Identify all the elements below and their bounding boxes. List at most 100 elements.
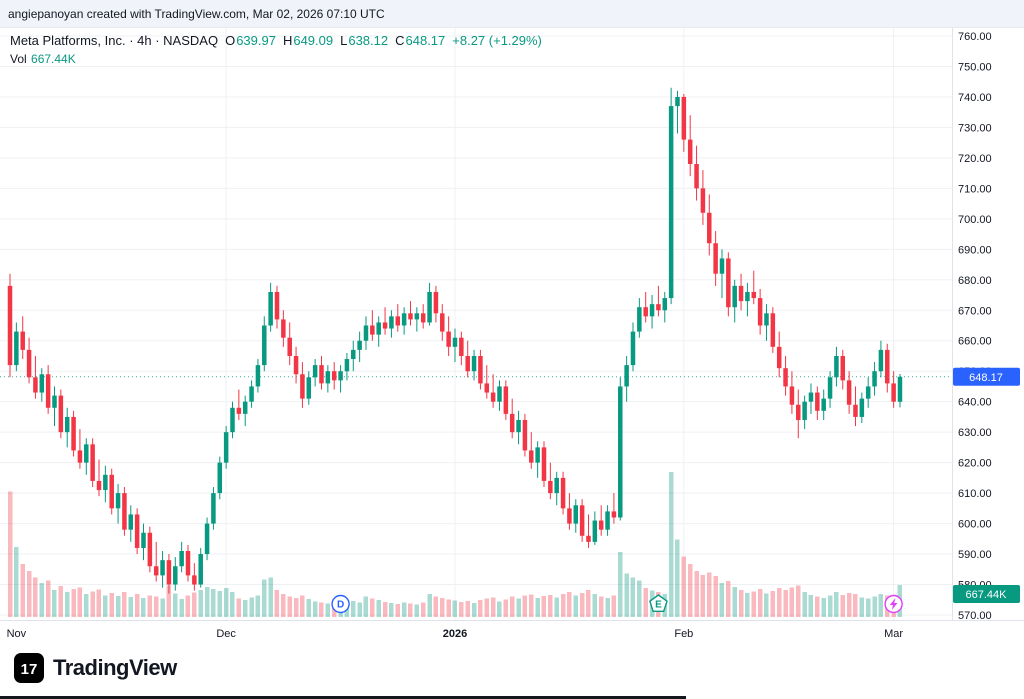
volume-bar bbox=[776, 588, 782, 617]
price-tick-label: 640.00 bbox=[958, 397, 992, 409]
candle bbox=[624, 355, 629, 402]
volume-bar bbox=[255, 595, 261, 617]
candle bbox=[865, 377, 871, 408]
volume-bar bbox=[560, 593, 566, 617]
volume-bar bbox=[185, 595, 191, 617]
candle bbox=[567, 493, 572, 530]
symbol-title[interactable]: Meta Platforms, Inc. · 4h · NASDAQ bbox=[10, 33, 219, 48]
candle bbox=[204, 517, 210, 561]
marker-flash-icon[interactable] bbox=[884, 594, 903, 614]
candle bbox=[560, 471, 566, 515]
candle bbox=[808, 383, 814, 414]
marker-dividend-icon[interactable]: D bbox=[331, 594, 350, 614]
price-tick-label: 730.00 bbox=[958, 122, 992, 134]
candle bbox=[719, 249, 725, 299]
volume-bar bbox=[20, 563, 25, 617]
marker-earnings-icon[interactable]: E bbox=[649, 594, 668, 612]
candle bbox=[312, 359, 318, 387]
candle bbox=[611, 493, 617, 524]
candle bbox=[274, 285, 280, 329]
price-tick-label: 660.00 bbox=[958, 336, 992, 348]
volume-bar bbox=[853, 593, 858, 617]
candle bbox=[713, 231, 718, 286]
candle bbox=[605, 505, 610, 536]
volume-bar bbox=[834, 591, 839, 617]
candle bbox=[668, 87, 674, 305]
candle bbox=[872, 362, 877, 396]
volume-row: Vol 667.44K bbox=[10, 52, 542, 66]
candle bbox=[490, 374, 496, 408]
candle bbox=[815, 386, 820, 420]
volume-bar bbox=[84, 593, 89, 617]
volume-bar bbox=[624, 573, 629, 617]
volume-bar bbox=[471, 602, 477, 617]
candle bbox=[268, 282, 273, 332]
price-tick-label: 720.00 bbox=[958, 153, 992, 165]
candle bbox=[134, 508, 140, 555]
price-tick-label: 690.00 bbox=[958, 244, 992, 256]
volume-bar bbox=[109, 592, 114, 617]
candle bbox=[319, 355, 324, 390]
volume-bar bbox=[872, 596, 877, 617]
candle bbox=[529, 432, 534, 469]
candle bbox=[687, 115, 693, 177]
volume-bar bbox=[859, 597, 865, 617]
candle bbox=[764, 304, 769, 341]
candle bbox=[757, 288, 763, 335]
price-tick-label: 590.00 bbox=[958, 549, 992, 561]
price-tick-label: 710.00 bbox=[958, 183, 992, 195]
candle bbox=[115, 483, 121, 524]
volume-bar bbox=[147, 595, 153, 617]
volume-bar bbox=[573, 595, 579, 617]
candle bbox=[408, 301, 413, 326]
candle bbox=[783, 355, 788, 396]
candle bbox=[853, 386, 858, 427]
candle bbox=[77, 429, 83, 469]
price-tick-label: 760.00 bbox=[958, 31, 992, 43]
candle bbox=[891, 371, 896, 408]
candle bbox=[834, 346, 839, 387]
volume-bar bbox=[459, 602, 464, 617]
candle bbox=[478, 349, 483, 390]
volume-bar bbox=[707, 572, 712, 617]
candle bbox=[166, 554, 172, 594]
volume-bar bbox=[401, 602, 407, 617]
price-axis[interactable]: 760.00 750.00 740.00 730.00 720.00 710.00 700.… bbox=[958, 31, 992, 622]
candle bbox=[20, 316, 25, 360]
candle bbox=[440, 304, 445, 341]
candle bbox=[33, 355, 38, 399]
volume-bar bbox=[503, 599, 509, 617]
volume-bar bbox=[300, 595, 305, 617]
badges-layer: 648.17 667.44K bbox=[953, 367, 1020, 603]
ohlc-open: O639.97 bbox=[225, 33, 276, 48]
volume-bar bbox=[414, 604, 420, 617]
price-tick-label: 610.00 bbox=[958, 488, 992, 500]
candle bbox=[262, 316, 267, 372]
svg-text:D: D bbox=[337, 600, 344, 611]
volume-bar bbox=[796, 585, 801, 617]
time-axis[interactable]: Nov Dec 2026 Feb Mar bbox=[7, 628, 904, 640]
time-tick-label: 2026 bbox=[443, 628, 467, 640]
volume-bar bbox=[802, 591, 807, 617]
tradingview-logo[interactable]: 17 TradingView bbox=[14, 653, 177, 683]
candle bbox=[325, 365, 331, 393]
candle bbox=[173, 557, 178, 591]
volume-bar bbox=[262, 579, 267, 617]
candle bbox=[236, 389, 242, 420]
candle bbox=[58, 389, 64, 439]
candle bbox=[598, 505, 604, 536]
volume-bar bbox=[605, 598, 610, 617]
volume-bar bbox=[376, 600, 381, 617]
volume-bar bbox=[783, 589, 788, 617]
candle bbox=[401, 307, 407, 335]
volume-bar bbox=[789, 587, 795, 617]
volume-bar bbox=[230, 591, 235, 617]
candle bbox=[846, 371, 852, 414]
volume-bar bbox=[675, 539, 680, 617]
candle bbox=[160, 551, 165, 588]
candle bbox=[573, 499, 579, 533]
candle bbox=[548, 462, 553, 500]
ohlc-close: C648.17 bbox=[395, 33, 446, 48]
candle bbox=[707, 194, 712, 256]
